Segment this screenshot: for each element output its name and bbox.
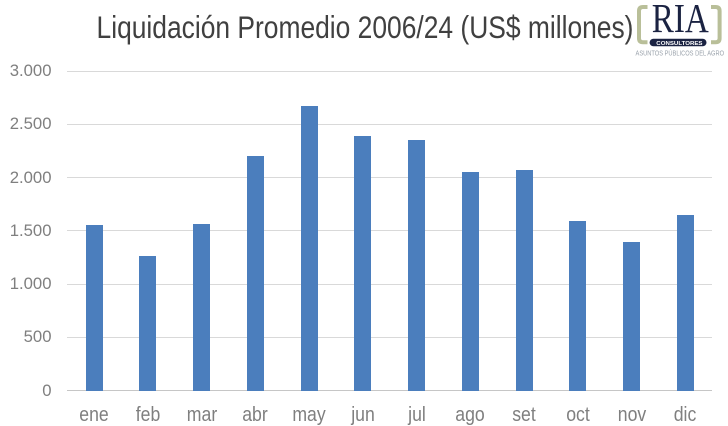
svg-text:RIA: RIA xyxy=(652,0,709,41)
svg-text:ASUNTOS PÚBLICOS DEL AGRO: ASUNTOS PÚBLICOS DEL AGRO xyxy=(636,49,725,58)
svg-text:CONSULTORES: CONSULTORES xyxy=(656,41,703,47)
